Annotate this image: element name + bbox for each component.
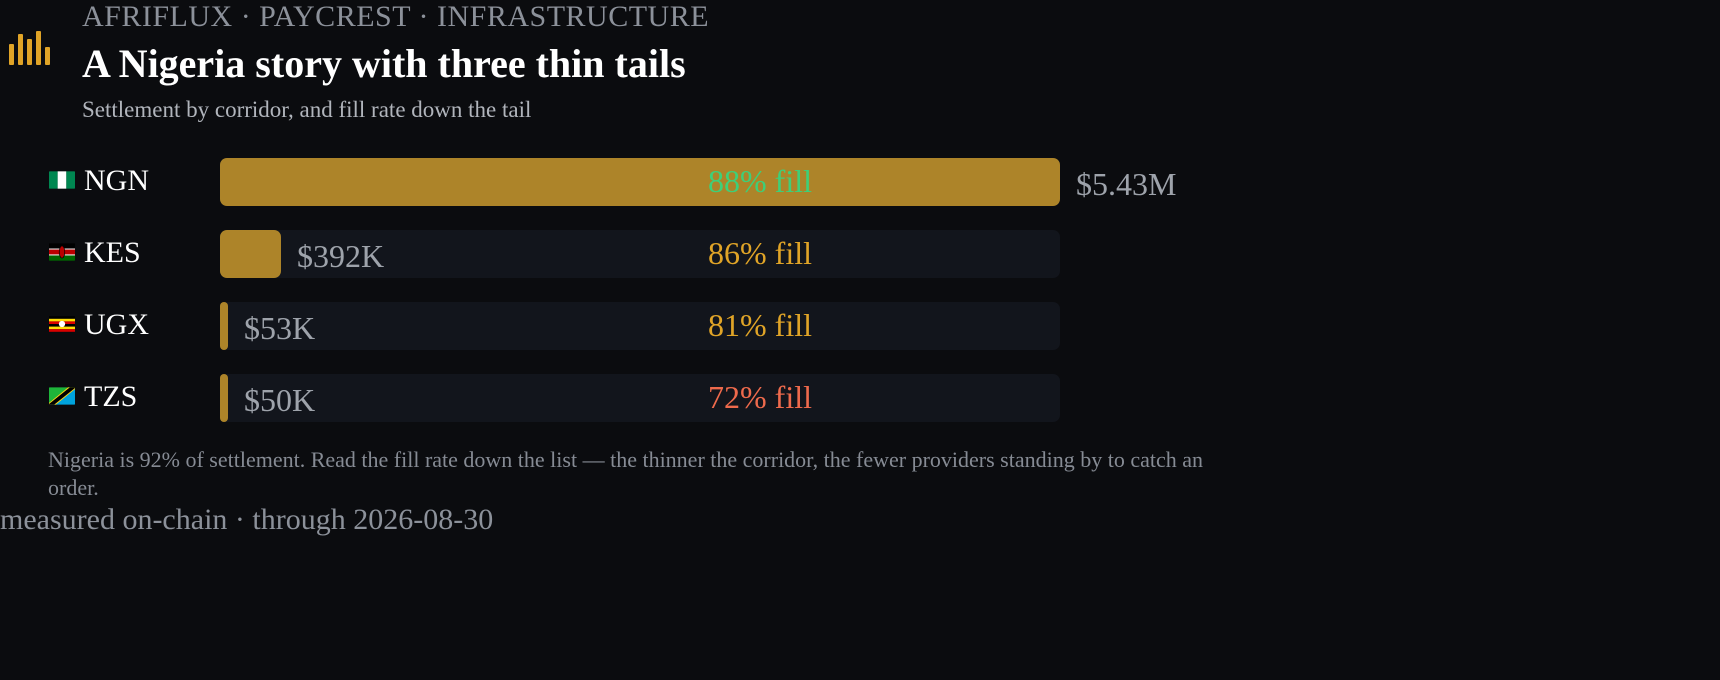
bar-track (220, 158, 1060, 206)
eyebrow: AFRIFLUX · PAYCREST · INFRASTRUCTURE (82, 0, 710, 33)
nigeria-flag-icon (49, 171, 75, 189)
fill-rate: 81% fill (708, 307, 812, 343)
uganda-flag-icon (49, 315, 75, 333)
settlement-value: $5.43M (1076, 166, 1177, 202)
corridor-row: TZS $50K 72% fill (0, 374, 1280, 422)
bar-chart-icon (9, 31, 50, 65)
settlement-value: $392K (297, 238, 385, 274)
fill-rate: 72% fill (708, 379, 812, 415)
settlement-bar (220, 230, 281, 278)
chart-note: Nigeria is 92% of settlement. Read the f… (48, 447, 1203, 500)
settlement-value: $53K (244, 310, 316, 346)
fill-rate: 86% fill (708, 235, 812, 271)
bar-track (220, 302, 1060, 350)
bar-track (220, 230, 1060, 278)
corridor-label: KES (84, 236, 141, 269)
kenya-flag-icon (49, 243, 75, 261)
fill-rate: 88% fill (708, 163, 812, 199)
corridor-row: UGX $53K 81% fill (0, 302, 1280, 350)
chart-subtitle: Settlement by corridor, and fill rate do… (82, 97, 532, 122)
settlement-bar (220, 158, 1060, 206)
source-footer: measured on-chain · through 2026-08-30 (0, 503, 494, 536)
corridor-row: KES $392K 86% fill (0, 230, 1280, 278)
bar-track (220, 374, 1060, 422)
settlement-bar (220, 374, 228, 422)
corridor-label: TZS (84, 380, 138, 413)
settlement-bar (220, 302, 228, 350)
settlement-value: $50K (244, 382, 316, 418)
tanzania-flag-icon (49, 387, 75, 405)
chart-title: A Nigeria story with three thin tails (82, 41, 686, 86)
corridor-label: NGN (84, 164, 149, 197)
corridor-label: UGX (84, 308, 149, 341)
corridor-row: NGN $5.43M 88% fill (0, 158, 1280, 206)
